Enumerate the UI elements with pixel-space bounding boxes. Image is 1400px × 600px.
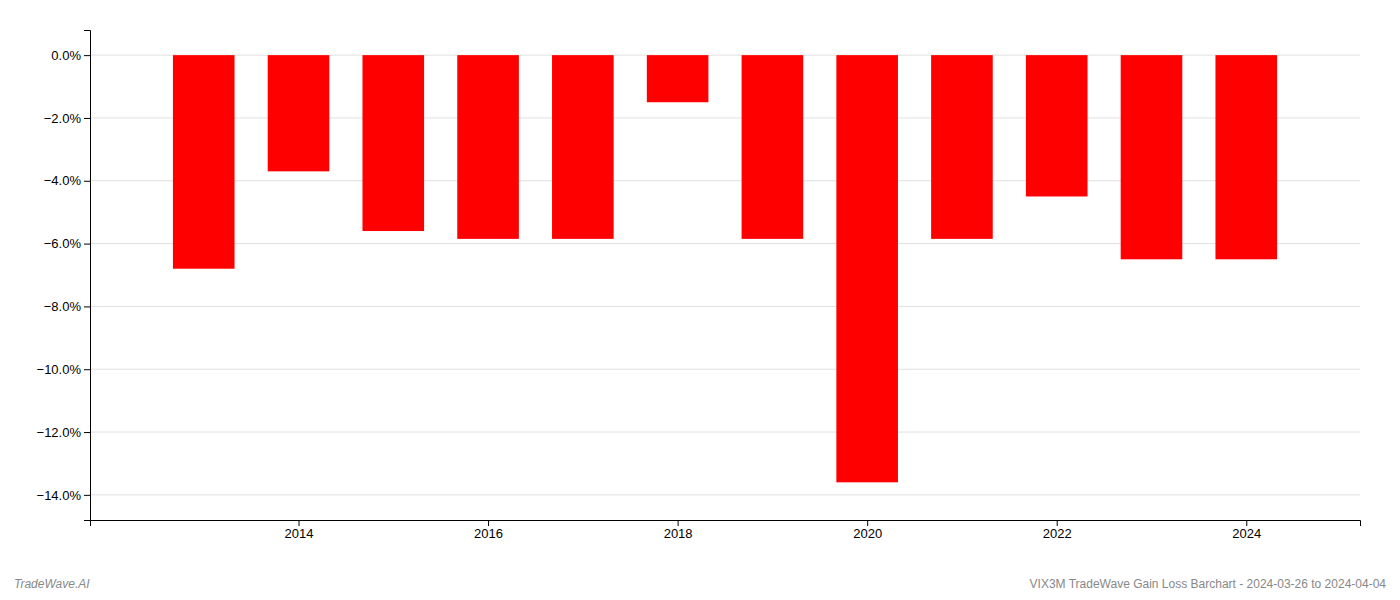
y-tick: −10.0% xyxy=(37,362,90,377)
footer-left: TradeWave.AI xyxy=(14,577,90,591)
y-tick-label: −4.0% xyxy=(44,173,82,188)
x-tick: 2014 xyxy=(285,520,314,541)
grid-line xyxy=(90,432,1360,433)
x-tick-mark xyxy=(299,520,300,526)
y-tick-label: 0.0% xyxy=(51,48,81,63)
y-tick-label: −2.0% xyxy=(44,111,82,126)
x-tick: 2022 xyxy=(1043,520,1072,541)
bar xyxy=(1215,55,1277,259)
grid-line xyxy=(90,494,1360,495)
y-tick-mark xyxy=(84,244,90,245)
y-tick: −12.0% xyxy=(37,425,90,440)
footer-right: VIX3M TradeWave Gain Loss Barchart - 202… xyxy=(1030,577,1387,591)
x-tick-label: 2014 xyxy=(285,526,314,541)
y-axis-line xyxy=(84,31,91,521)
y-tick: −2.0% xyxy=(44,111,90,126)
bar xyxy=(836,55,898,482)
y-tick-label: −8.0% xyxy=(44,299,82,314)
bar xyxy=(1121,55,1183,259)
y-tick-label: −12.0% xyxy=(37,425,82,440)
x-tick-mark xyxy=(867,520,868,526)
x-tick: 2020 xyxy=(853,520,882,541)
x-tick-label: 2018 xyxy=(664,526,693,541)
bar xyxy=(173,55,235,269)
x-tick-mark xyxy=(1057,520,1058,526)
bar xyxy=(742,55,804,239)
x-tick-label: 2020 xyxy=(853,526,882,541)
bar xyxy=(552,55,614,239)
bar xyxy=(362,55,424,231)
bar xyxy=(457,55,519,239)
y-tick-label: −14.0% xyxy=(37,488,82,503)
x-tick-mark xyxy=(1246,520,1247,526)
y-axis: 0.0% −2.0% −4.0% −6.0% −8.0% −10.0% −12.0% −14.… xyxy=(37,31,91,521)
bar xyxy=(931,55,993,239)
x-tick-label: 2016 xyxy=(474,526,503,541)
grid xyxy=(90,55,1360,495)
bar xyxy=(268,55,330,171)
y-tick-mark xyxy=(84,181,90,182)
y-tick: −6.0% xyxy=(44,236,90,251)
y-tick-mark xyxy=(84,432,90,433)
x-tick: 2024 xyxy=(1232,520,1261,541)
x-axis-line xyxy=(91,521,1361,527)
y-tick-mark xyxy=(84,369,90,370)
y-tick-label: −10.0% xyxy=(37,362,82,377)
grid-line xyxy=(90,369,1360,370)
y-tick-mark xyxy=(84,55,90,56)
y-tick-mark xyxy=(84,495,90,496)
x-tick: 2016 xyxy=(474,520,503,541)
grid-line xyxy=(90,306,1360,307)
y-tick: −14.0% xyxy=(37,488,90,503)
y-tick-label: −6.0% xyxy=(44,236,82,251)
y-tick: 0.0% xyxy=(51,48,90,63)
y-tick: −8.0% xyxy=(44,299,90,314)
bar xyxy=(1026,55,1088,196)
x-tick-mark xyxy=(488,520,489,526)
y-tick: −4.0% xyxy=(44,173,90,188)
x-tick: 2018 xyxy=(664,520,693,541)
x-tick-label: 2022 xyxy=(1043,526,1072,541)
bars xyxy=(173,55,1277,482)
bar xyxy=(647,55,709,102)
x-tick-mark xyxy=(678,520,679,526)
chart: 2014 2016 2018 2020 2022 2024 0.0% −2.0% −4.0% −6… xyxy=(0,0,1400,600)
y-tick-mark xyxy=(84,306,90,307)
y-tick-mark xyxy=(84,118,90,119)
x-tick-label: 2024 xyxy=(1232,526,1261,541)
x-axis: 2014 2016 2018 2020 2022 2024 xyxy=(91,520,1361,541)
